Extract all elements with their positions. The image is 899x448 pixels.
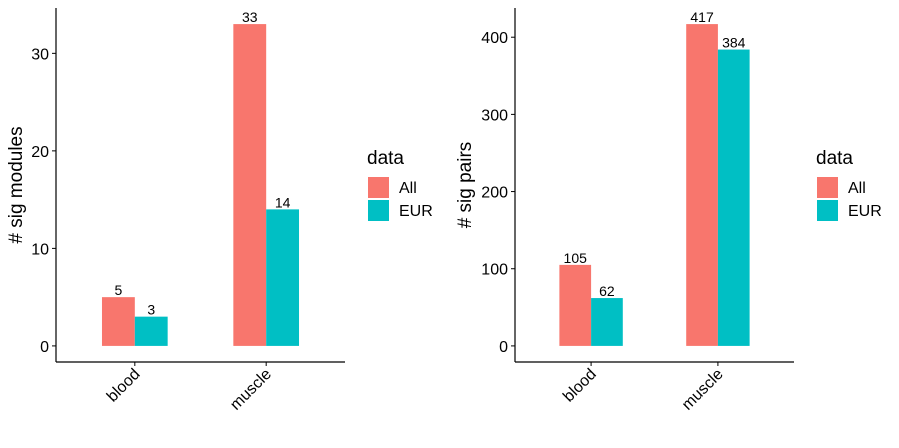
x-tick-label-blood: blood [560,366,600,406]
y-tick-label: 200 [481,185,508,202]
chart-panel-sig-modules: 5 3 blood 33 14 muscle 0 10 20 30 # sig modules dat… [6,8,433,414]
data-label-blood-all: 5 [114,282,122,298]
bar-blood-eur [134,316,168,346]
legend-label-all: All [848,180,866,197]
bar-blood-all [101,297,135,346]
x-tick-label-muscle: muscle [227,366,275,414]
y-tick-label: 0 [40,339,49,356]
y-tick-label: 10 [31,241,49,258]
legend-key-all [368,177,389,198]
y-tick-label: 20 [31,144,49,161]
bar-muscle-all [686,24,718,346]
data-label-muscle-eur: 14 [275,194,291,210]
chart-panel-sig-pairs: 105 62 blood 417 384 muscle 0 100 200 300 400 # sig… [455,8,882,414]
y-tick-label: 0 [499,339,508,356]
legend-label-eur: EUR [399,203,433,220]
data-label-muscle-all: 417 [690,9,714,25]
legend-key-eur [368,200,389,221]
data-label-blood-eur: 3 [147,302,155,318]
bar-muscle-all [233,24,267,346]
bar-blood-all [559,264,592,346]
x-tick-label-muscle: muscle [679,366,727,414]
data-label-muscle-all: 33 [242,9,258,25]
legend-title: data [367,148,404,169]
data-label-blood-eur: 62 [599,283,615,299]
y-tick-label: 30 [31,46,49,63]
y-axis-title: # sig modules [6,126,27,243]
y-axis-title: # sig pairs [455,142,476,229]
bar-muscle-eur [717,49,750,346]
data-label-blood-all: 105 [564,250,588,266]
x-tick-label-blood: blood [104,366,144,406]
data-label-muscle-eur: 384 [722,35,746,51]
legend-title: data [816,148,853,169]
y-tick-label: 100 [481,262,508,279]
bar-muscle-eur [266,209,300,346]
bar-blood-eur [591,298,623,346]
legend-label-all: All [399,180,417,197]
legend-key-all [817,177,838,198]
y-tick-label: 300 [481,107,508,124]
legend-key-eur [817,200,838,221]
y-tick-label: 400 [481,30,508,47]
legend-label-eur: EUR [848,203,882,220]
